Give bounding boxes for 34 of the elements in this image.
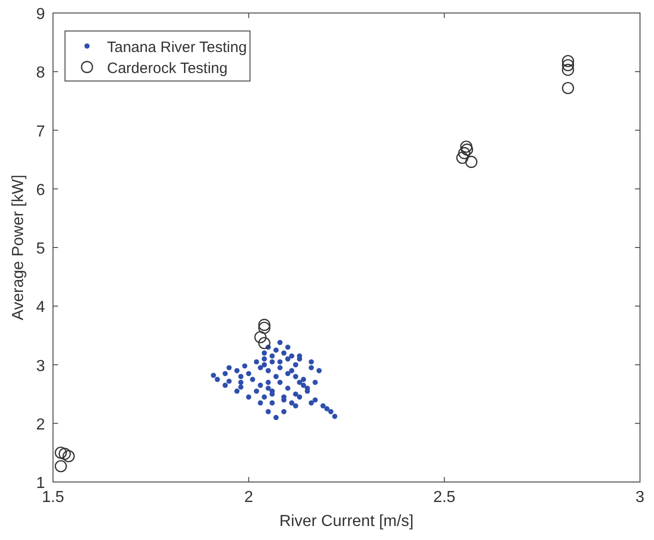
y-tick-label: 2 (36, 416, 46, 434)
x-tick-label: 2 (244, 489, 254, 506)
point (54, 460, 67, 472)
y-tick-label: 7 (36, 123, 46, 140)
x-tick-label: 3 (636, 489, 645, 506)
point (562, 82, 574, 94)
point (562, 59, 574, 72)
point (562, 64, 574, 76)
x-tick-label: 1.5 (42, 489, 64, 506)
point (258, 318, 270, 331)
legend-label: Tanana River Testing (107, 39, 247, 56)
point (465, 156, 478, 168)
y-tick-label: 8 (36, 64, 46, 82)
point (62, 450, 75, 462)
y-tick-label: 6 (36, 182, 46, 199)
point (54, 446, 67, 459)
point (254, 331, 267, 344)
point (458, 147, 470, 160)
point (456, 152, 468, 164)
y-tick-label: 3 (36, 358, 46, 375)
y-tick-label: 4 (36, 299, 46, 316)
y-tick-label: 9 (36, 6, 46, 23)
x-axis-title: River Current [m/s] (279, 513, 414, 530)
y-tick-label: 1 (36, 475, 46, 492)
legend-label: Carderock Testing (107, 60, 228, 77)
point (258, 336, 270, 350)
point (258, 322, 270, 334)
point (460, 143, 474, 156)
point (460, 140, 472, 153)
point (562, 54, 574, 68)
point (58, 448, 71, 460)
y-axis-title: Average Power [kW] (10, 174, 27, 320)
y-tick-label: 5 (36, 240, 46, 258)
x-tick-label: 2.5 (433, 489, 456, 506)
